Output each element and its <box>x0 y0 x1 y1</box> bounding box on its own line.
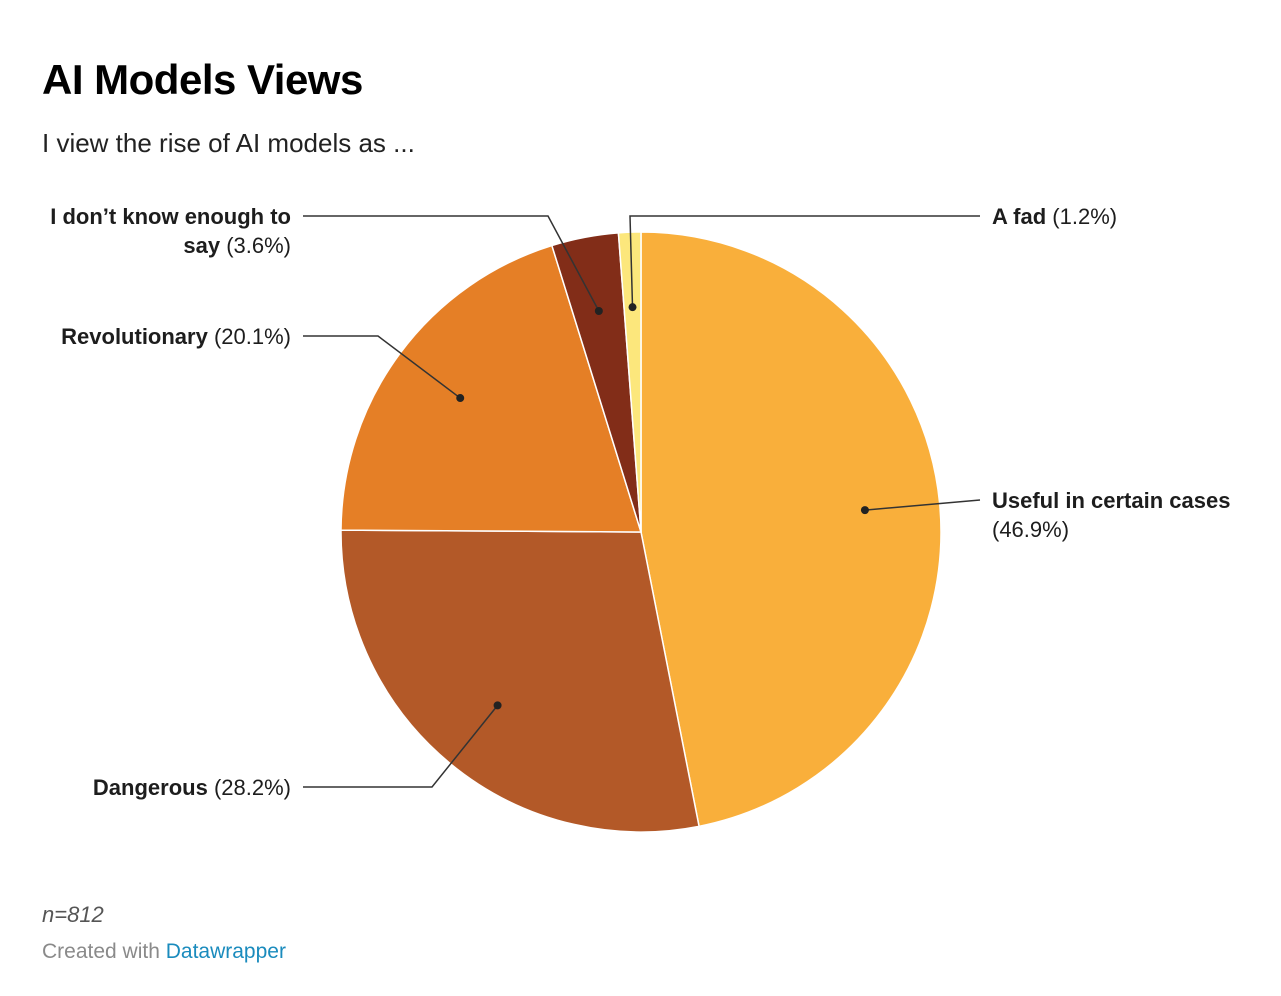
slice-label-i-don-t-know-enough-to-say: I don’t know enough to <box>50 204 291 229</box>
slice-pct-dangerous: (28.2%) <box>214 775 291 800</box>
leader-dot-a-fad <box>628 303 637 312</box>
leader-dot-dangerous <box>493 701 502 710</box>
slice-name-revolutionary: Revolutionary <box>61 324 214 349</box>
slice-pct-useful-in-certain-cases: (46.9%) <box>992 517 1069 542</box>
slice-name-useful-in-certain-cases: Useful in certain cases <box>992 488 1230 513</box>
slice-pct-revolutionary: (20.1%) <box>214 324 291 349</box>
slice-label-revolutionary: Revolutionary (20.1%) <box>61 324 291 349</box>
chart-subtitle: I view the rise of AI models as ... <box>42 128 415 158</box>
slice-label-i-don-t-know-enough-to-say: say (3.6%) <box>183 233 291 258</box>
leader-line-dangerous <box>303 704 499 788</box>
leader-dot-useful-in-certain-cases <box>860 506 869 515</box>
slice-name-a-fad: A fad <box>992 204 1052 229</box>
chart-title: AI Models Views <box>42 56 363 103</box>
slice-name-i-don-t-know-enough-to-say: I don’t know enough to <box>50 204 291 229</box>
pie-chart: Useful in certain cases (46.9%) Dangerous … <box>50 204 1230 833</box>
slice-pct-i-don-t-know-enough-to-say: (3.6%) <box>226 233 291 258</box>
slice-name-cont-i-don-t-know-enough-to-say: say <box>183 233 226 258</box>
leader-line-revolutionary <box>303 335 461 399</box>
datawrapper-link[interactable]: Datawrapper <box>165 940 286 963</box>
sample-size-note: n=812 <box>42 902 104 927</box>
slice-label-dangerous: Dangerous (28.2%) <box>93 775 291 800</box>
slice-label-useful-in-certain-cases: Useful in certain cases <box>992 488 1230 513</box>
slice-pct-a-fad: (1.2%) <box>1052 204 1117 229</box>
leader-line-a-fad <box>629 215 980 308</box>
slice-label-a-fad: A fad (1.2%) <box>992 204 1117 229</box>
pie-slice-useful-in-certain-cases[interactable] <box>640 231 942 828</box>
leader-line-i-don-t-know-enough-to-say <box>303 215 600 312</box>
slice-name-dangerous: Dangerous <box>93 775 214 800</box>
pie-slice-dangerous[interactable] <box>340 529 700 833</box>
slice-label-useful-in-certain-cases: (46.9%) <box>992 517 1069 542</box>
leader-dot-i-don-t-know-enough-to-say <box>594 306 603 315</box>
credit-line: Created with Datawrapper <box>42 940 286 964</box>
credit-prefix: Created with <box>42 940 160 963</box>
leader-dot-revolutionary <box>456 394 465 403</box>
leader-line-useful-in-certain-cases <box>864 499 981 511</box>
